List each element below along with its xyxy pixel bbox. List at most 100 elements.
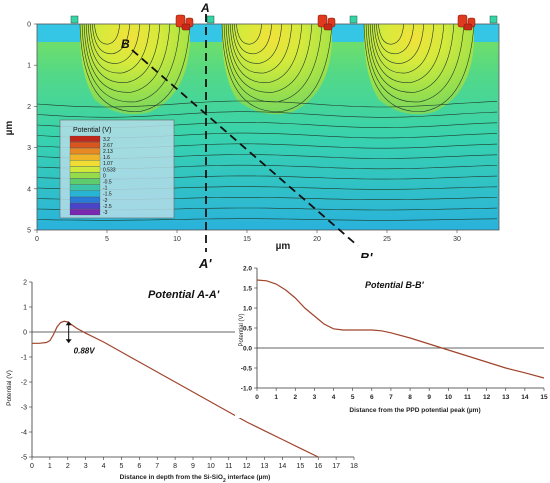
well-contour [85, 24, 161, 83]
map-x-tick-label: 15 [243, 236, 251, 243]
x-tick-label: 11 [225, 463, 232, 470]
x-tick-label: 14 [521, 394, 529, 401]
legend-swatch [69, 154, 101, 161]
y-tick-label: 2 [23, 280, 27, 287]
aa-xlabel-main: Distance in depth from the Si-SiO [120, 474, 223, 481]
x-tick-label: 8 [173, 463, 177, 470]
map-x-tick-label: 25 [383, 236, 391, 243]
bb-xlabel: Distance from the PPD potential peak (µm… [349, 407, 480, 414]
legend-label: -1 [103, 186, 108, 192]
y-tick-label: 1.0 [243, 306, 252, 313]
aa-xlabel-tail: interface (µm) [226, 474, 271, 481]
x-tick-label: 2 [293, 394, 297, 401]
well-contour [376, 24, 414, 55]
well-contour [369, 24, 445, 83]
potential-wells [37, 24, 499, 115]
legend-swatch [69, 209, 101, 216]
x-tick-label: 6 [370, 394, 374, 401]
well-contour [363, 24, 475, 112]
bb-ylabel: Potential (V) [239, 313, 245, 346]
chart-bb: 2.01.51.00.50.0-0.5-1.00 1 2 3 4 5 6 7 8 9 10 11 12 1… [235, 258, 550, 418]
legend-label: -3 [103, 210, 108, 216]
label-a: A [200, 1, 210, 15]
surface-contact [349, 15, 358, 24]
y-tick-label: -4 [21, 430, 27, 437]
plot-frame [36, 23, 500, 231]
legend-swatch [69, 148, 101, 155]
aa-series-line [32, 320, 319, 458]
legend-swatch [69, 135, 101, 142]
y-tick-label: 1.5 [243, 286, 252, 293]
legend-title: Potential (V) [73, 127, 112, 134]
contour-line [37, 218, 498, 221]
well-contour [223, 24, 323, 103]
y-tick-label: -5 [21, 455, 27, 462]
x-tick-label: 13 [502, 394, 510, 401]
well-2 [222, 24, 332, 115]
well-contour [81, 24, 181, 103]
map-y-label: µm [4, 121, 15, 136]
well-contour [229, 24, 293, 74]
well-contour [225, 24, 313, 93]
x-tick-label: 10 [445, 394, 453, 401]
map-y-tick-label: 1 [27, 63, 31, 70]
x-tick-label: 12 [243, 463, 251, 470]
x-tick-label: 4 [332, 394, 336, 401]
surface-contact [206, 15, 215, 24]
aa-ylabel: Potential (V) [6, 370, 13, 406]
y-tick-label: -3 [21, 405, 27, 412]
x-tick-label: 2 [66, 463, 70, 470]
y-tick-label: 0 [23, 330, 27, 337]
legend-swatch [69, 184, 101, 191]
map-x-tick-label: 0 [35, 236, 39, 243]
legend-label: 3.2 [103, 137, 110, 143]
legend-swatch [69, 196, 101, 203]
x-tick-label: 5 [119, 463, 123, 470]
aa-annotation: 0.88V [65, 321, 95, 355]
legend-swatch [69, 142, 101, 149]
map-x-tick-label: 10 [173, 236, 181, 243]
y-tick-label: 1 [23, 305, 27, 312]
legend-label: 2.13 [103, 149, 113, 155]
bb-background [235, 258, 550, 418]
well-contour [79, 24, 191, 112]
x-tick-label: 0 [30, 463, 34, 470]
legend-label: -2 [103, 198, 108, 204]
gate-electrode [323, 23, 333, 31]
x-tick-label: 1 [48, 463, 52, 470]
map-y-tick-label: 2 [27, 104, 31, 111]
map-x-tick-label: 5 [105, 236, 109, 243]
aa-xlabel-sub: 2 [223, 478, 226, 483]
label-a-prime: A' [198, 256, 212, 270]
map-x-label: µm [276, 241, 291, 252]
x-tick-label: 17 [332, 463, 340, 470]
well-3 [364, 24, 474, 115]
bb-title: Potential B-B' [365, 280, 425, 290]
x-tick-label: 3 [84, 463, 88, 470]
x-tick-label: 9 [427, 394, 431, 401]
y-tick-label: 0.5 [243, 326, 252, 333]
legend-label: 2.67 [103, 143, 113, 149]
well-contour [83, 24, 171, 93]
surface-devices [70, 14, 498, 31]
legend-label: -0.5 [103, 180, 112, 186]
well-contour [373, 24, 425, 64]
well-contour [221, 24, 333, 112]
well-contour [227, 24, 303, 83]
gate-electrode [181, 23, 191, 31]
well-1 [80, 24, 190, 115]
label-b: B [121, 37, 130, 51]
map-x-tick-label: 30 [453, 236, 461, 243]
x-tick-label: 0 [255, 394, 259, 401]
x-tick-label: 6 [137, 463, 141, 470]
map-y-tick-label: 3 [27, 145, 31, 152]
surface-contact [489, 15, 498, 24]
y-tick-label: -1.0 [241, 386, 253, 393]
y-tick-label: -1 [21, 355, 27, 362]
x-tick-label: 15 [540, 394, 548, 401]
well-contour [378, 24, 404, 45]
well-contour [365, 24, 465, 103]
well-contour [234, 24, 272, 55]
